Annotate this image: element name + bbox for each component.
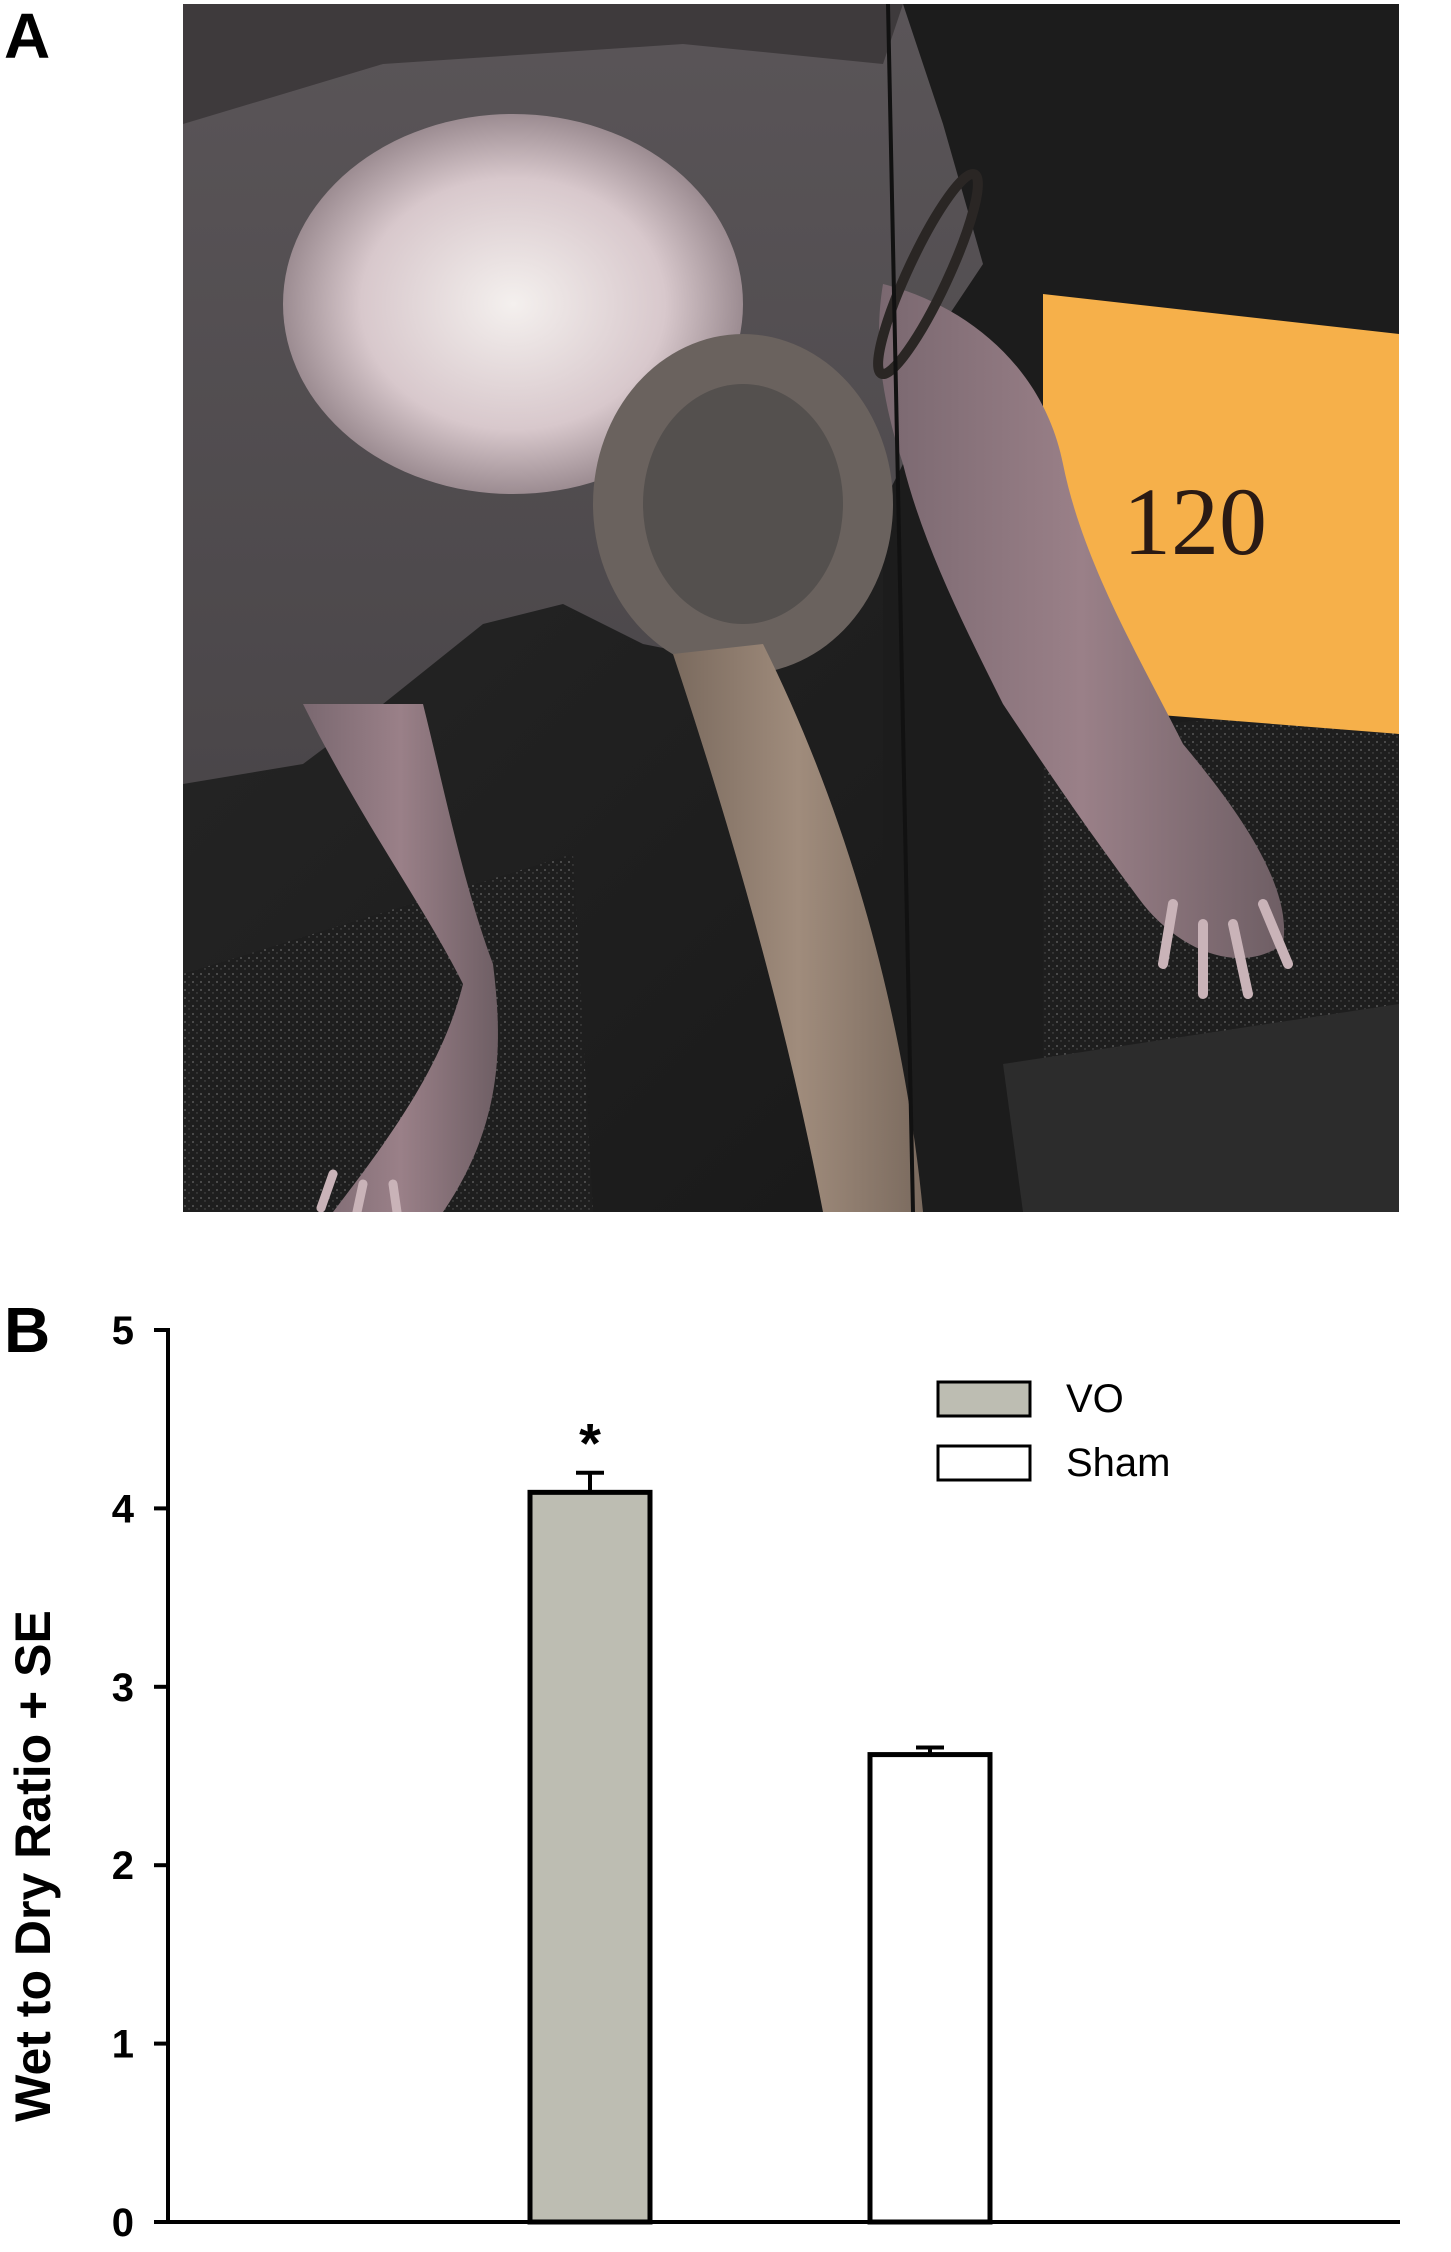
bar-sham xyxy=(867,1752,993,2225)
legend-label-vo: VO xyxy=(1066,1377,1124,1421)
y-tick-label: 0 xyxy=(112,2201,134,2245)
specimen-photo: 120 xyxy=(183,4,1399,1212)
bar-vo xyxy=(527,1489,653,2225)
significance-marker: * xyxy=(579,1412,601,1475)
legend-swatch-vo xyxy=(936,1380,1032,1418)
y-tick-label: 2 xyxy=(112,1844,134,1888)
y-tick-label: 5 xyxy=(112,1309,134,1353)
legend-swatch-sham xyxy=(936,1444,1032,1482)
y-axis-label: Wet to Dry Ratio + SE xyxy=(5,1610,61,2122)
y-tick-label: 1 xyxy=(112,2023,134,2067)
bar-chart: 0 1 2 3 4 5 Wet to Dry Ratio + SE * VO Sham xyxy=(5,1309,1400,2245)
tag-text: 120 xyxy=(1123,468,1267,575)
y-tick-label: 3 xyxy=(112,1666,134,1710)
legend-label-sham: Sham xyxy=(1066,1441,1171,1485)
panel-label-b: B xyxy=(4,1294,51,1366)
panel-label-a: A xyxy=(4,0,51,72)
y-tick-label: 4 xyxy=(112,1487,135,1531)
